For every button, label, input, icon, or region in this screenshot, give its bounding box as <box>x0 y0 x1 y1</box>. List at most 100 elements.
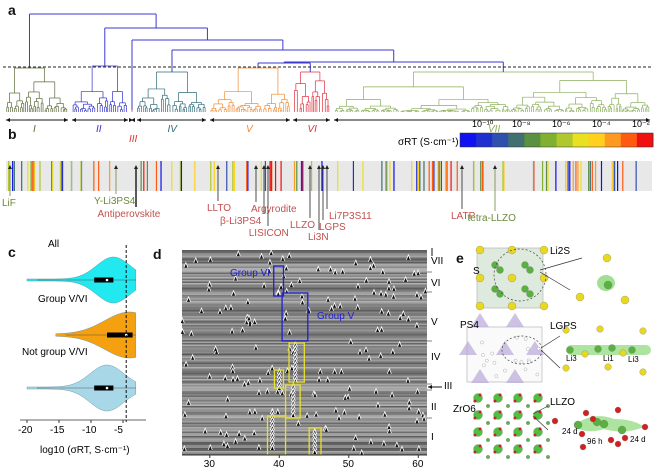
colorbar-tick: 10⁻⁴ <box>592 119 611 129</box>
heatmap-row <box>182 266 427 268</box>
highlight-box-yellow <box>288 342 305 383</box>
x-tick-label: 60 <box>412 459 424 470</box>
lithium-atom <box>506 421 510 425</box>
diffraction-peak <box>290 394 296 402</box>
diffraction-peak <box>333 406 339 413</box>
barcode-stripe <box>411 161 413 191</box>
zoom-circle <box>493 248 547 302</box>
heatmap-row <box>182 332 427 334</box>
lithium-site <box>492 360 497 365</box>
barcode-stripe <box>600 161 603 191</box>
diffraction-peak <box>292 368 298 376</box>
lithium-site <box>481 353 485 357</box>
lithium-site <box>480 340 484 345</box>
diffraction-peak <box>276 379 282 387</box>
diffraction-peak <box>383 290 389 297</box>
diffraction-peak <box>352 294 358 301</box>
diffraction-peak <box>371 261 376 268</box>
heatmap-row <box>182 433 427 435</box>
diffraction-peak <box>231 289 236 296</box>
structure-label-s: S <box>473 266 480 277</box>
ps4-tetrahedron <box>471 313 489 327</box>
oxygen-atom <box>641 423 649 431</box>
heatmap-row <box>182 422 427 424</box>
structure-label-ps4: PS4 <box>460 320 479 331</box>
colorbar-title: σRT (S·cm⁻¹) <box>398 137 459 148</box>
diffraction-peak <box>416 407 422 414</box>
arrowhead <box>293 118 330 122</box>
heatmap-row <box>182 250 427 252</box>
diffraction-peak <box>379 307 385 314</box>
structure-label-li1: Li1 <box>603 354 614 363</box>
lithium-atom <box>628 346 636 354</box>
diffraction-peak <box>380 267 386 275</box>
diffraction-peak <box>292 356 298 364</box>
barcode-stripe <box>588 161 590 191</box>
zoom-line <box>539 271 571 291</box>
diffraction-peak <box>386 422 392 430</box>
ps4-tetrahedron <box>506 313 524 327</box>
diffraction-peak <box>378 289 384 296</box>
x-tick-label: -5 <box>114 425 123 436</box>
arrowhead <box>254 165 258 169</box>
diffraction-peak <box>275 289 281 297</box>
barcode-stripe <box>160 161 162 191</box>
arrowhead <box>428 385 432 389</box>
barcode-stripe <box>232 161 234 191</box>
oxygen-atom <box>493 416 497 420</box>
diffraction-peak <box>190 353 196 360</box>
diffraction-peak <box>406 315 411 322</box>
barcode-stripe <box>80 161 82 191</box>
diffraction-peak <box>228 303 234 311</box>
diffraction-peak <box>313 410 319 417</box>
heatmap-row <box>182 401 427 403</box>
diffraction-peak <box>207 372 212 379</box>
barcode-stripe <box>594 161 597 191</box>
sulfur-atom <box>539 301 549 311</box>
zoom-line <box>540 335 561 349</box>
barcode-stripe <box>635 161 637 191</box>
diffraction-peak <box>290 406 296 414</box>
diffraction-peak <box>290 398 296 406</box>
heatmap-row <box>182 410 427 412</box>
oxygen-atom <box>518 427 522 431</box>
diffraction-peak <box>397 340 402 347</box>
heatmap-row <box>182 425 427 427</box>
diffraction-peak <box>229 327 235 334</box>
barcode-stripe <box>480 161 482 191</box>
panel-label-a: a <box>8 2 16 18</box>
barcode-stripe <box>503 161 505 191</box>
annotation-label: Li7P3S11 <box>329 211 372 222</box>
diffraction-peak <box>368 437 374 445</box>
violin-median <box>105 278 109 282</box>
heatmap-row <box>182 326 427 328</box>
arrowhead <box>114 165 118 169</box>
colorbar-segment <box>572 133 590 147</box>
heatmap-row <box>182 412 427 414</box>
x-tick-label: 50 <box>342 459 354 470</box>
barcode-stripe <box>39 161 41 191</box>
barcode-stripe <box>545 161 548 191</box>
ps4-tetrahedron <box>459 341 477 355</box>
heatmap-row <box>182 290 427 292</box>
diffraction-peak <box>405 376 411 383</box>
diffraction-peak <box>325 295 331 302</box>
barcode-stripe <box>502 161 504 191</box>
heatmap-row <box>182 388 427 390</box>
diffraction-peak <box>297 276 303 284</box>
lithium-atom <box>486 421 490 425</box>
annotation-label: LGPS <box>319 222 346 233</box>
lithium-atom <box>526 404 530 408</box>
group-label-I: I <box>33 124 36 135</box>
diffraction-peak <box>389 390 395 398</box>
heatmap-row <box>182 446 427 448</box>
barcode-stripe <box>433 161 435 191</box>
violin-label: Group V/VI <box>38 294 88 305</box>
diffraction-peak <box>406 404 412 411</box>
diffraction-peak <box>252 317 257 325</box>
barcode-stripe <box>416 161 418 191</box>
diffraction-peak <box>259 252 264 259</box>
heatmap-row <box>182 298 427 300</box>
arrowhead <box>129 118 135 122</box>
diffraction-peak <box>290 382 296 390</box>
